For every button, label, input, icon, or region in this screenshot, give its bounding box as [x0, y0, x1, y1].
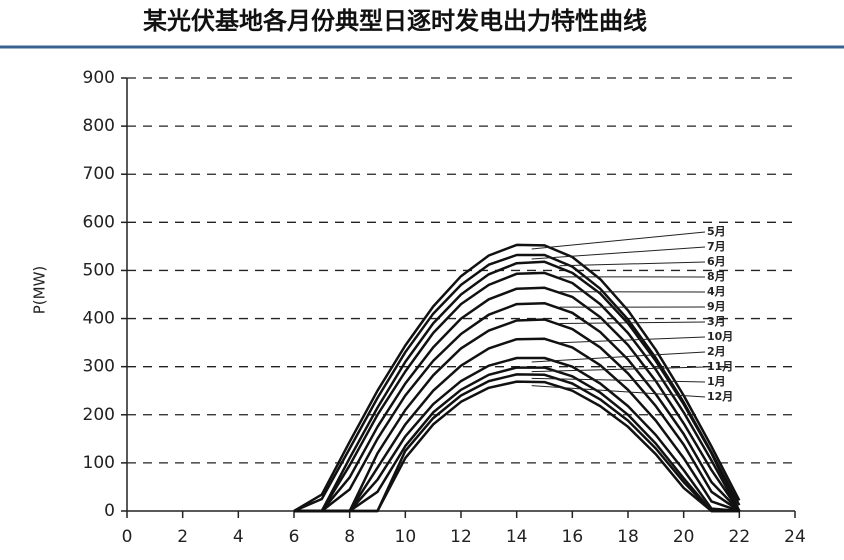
- x-tick-label: 10: [395, 527, 417, 547]
- series-label: 9月: [707, 300, 726, 313]
- y-tick-label: 900: [83, 68, 115, 88]
- leader-line: [559, 321, 706, 325]
- y-tick-label: 400: [83, 309, 115, 329]
- x-tick-label: 22: [729, 527, 751, 547]
- series-label: 10月: [707, 330, 733, 343]
- series-line: [294, 366, 740, 513]
- x-tick-label: 18: [617, 527, 639, 547]
- series-label: 12月: [707, 390, 733, 403]
- chart-title: 某光伏基地各月份典型日逐时发电出力特性曲线: [143, 7, 647, 35]
- x-tick-label: 8: [344, 527, 355, 547]
- series-label: 11月: [707, 360, 733, 373]
- y-tick-label: 600: [83, 212, 115, 232]
- x-tick-label: 2: [177, 527, 188, 547]
- series-label: 2月: [707, 345, 726, 358]
- x-tick-label: 24: [784, 527, 806, 547]
- y-tick-label: 200: [83, 405, 115, 425]
- y-tick-label: 300: [83, 357, 115, 377]
- series-label: 8月: [707, 270, 726, 283]
- x-tick-label: 14: [506, 527, 528, 547]
- series-label: 3月: [707, 315, 726, 328]
- leader-line: [559, 261, 706, 267]
- series-line: [294, 301, 741, 513]
- x-tick-label: 12: [450, 527, 472, 547]
- x-tick-label: 20: [673, 527, 695, 547]
- leader-line: [531, 351, 706, 363]
- series-line: [294, 260, 741, 513]
- series-line: [294, 337, 740, 513]
- series-label: 5月: [707, 225, 726, 238]
- y-tick-label: 100: [83, 453, 115, 473]
- series-line: [293, 253, 741, 513]
- y-tick-label: 500: [83, 260, 115, 280]
- leader-line: [559, 336, 706, 344]
- series-label: 7月: [707, 240, 726, 253]
- leader-line: [531, 377, 706, 383]
- leader-line: [531, 366, 706, 373]
- series-line: [293, 243, 741, 513]
- series-line: [294, 271, 741, 513]
- y-tick-label: 800: [83, 116, 115, 136]
- x-tick-label: 6: [289, 527, 300, 547]
- x-tick-label: 4: [233, 527, 244, 547]
- leader-line: [531, 231, 706, 250]
- series-line: [294, 356, 740, 513]
- series-label: 6月: [707, 255, 726, 268]
- series-label: 1月: [707, 375, 726, 388]
- y-axis-label: P(MW): [31, 266, 49, 315]
- x-tick-label: 0: [122, 527, 133, 547]
- leader-line: [531, 246, 706, 260]
- series-line: [294, 380, 740, 513]
- series-line: [294, 318, 741, 513]
- x-tick-label: 16: [562, 527, 584, 547]
- series-label: 4月: [707, 285, 726, 298]
- leader-line: [531, 385, 706, 398]
- y-tick-label: 700: [83, 164, 115, 184]
- series-line: [294, 286, 741, 513]
- y-tick-label: 0: [104, 501, 115, 521]
